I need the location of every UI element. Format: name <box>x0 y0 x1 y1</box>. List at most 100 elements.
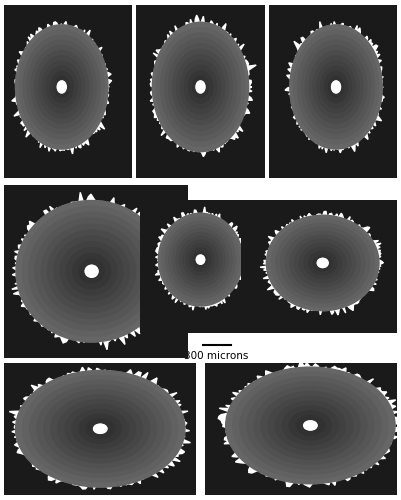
Circle shape <box>51 394 150 463</box>
Circle shape <box>65 404 136 453</box>
Circle shape <box>304 247 342 279</box>
Polygon shape <box>12 192 173 350</box>
Text: 1: 1 <box>46 163 54 176</box>
Circle shape <box>93 424 107 434</box>
Circle shape <box>261 392 360 460</box>
Circle shape <box>172 228 229 290</box>
Circle shape <box>72 410 128 448</box>
Circle shape <box>152 22 249 152</box>
Circle shape <box>289 411 332 440</box>
Circle shape <box>28 212 155 330</box>
Circle shape <box>313 255 332 271</box>
Circle shape <box>266 215 379 310</box>
Circle shape <box>304 247 342 279</box>
Circle shape <box>93 424 107 434</box>
Circle shape <box>37 385 164 472</box>
Circle shape <box>276 223 370 302</box>
Circle shape <box>30 380 171 478</box>
Circle shape <box>304 421 317 430</box>
Text: 3: 3 <box>311 163 319 176</box>
Circle shape <box>332 81 340 93</box>
Circle shape <box>294 30 379 144</box>
Circle shape <box>79 260 104 283</box>
Circle shape <box>22 376 178 482</box>
Circle shape <box>79 414 122 444</box>
Circle shape <box>328 76 344 98</box>
Circle shape <box>85 265 98 278</box>
Circle shape <box>162 217 239 302</box>
Circle shape <box>16 370 185 487</box>
Circle shape <box>35 218 148 324</box>
Circle shape <box>16 25 108 149</box>
Circle shape <box>318 259 327 267</box>
Circle shape <box>85 265 98 278</box>
Circle shape <box>303 420 318 430</box>
Circle shape <box>67 248 117 295</box>
Circle shape <box>282 406 338 445</box>
Circle shape <box>317 61 355 113</box>
Circle shape <box>305 46 367 128</box>
Circle shape <box>196 82 205 92</box>
Circle shape <box>28 212 155 330</box>
Circle shape <box>60 242 123 300</box>
Polygon shape <box>260 212 383 315</box>
Circle shape <box>304 421 317 430</box>
Circle shape <box>47 66 77 108</box>
Circle shape <box>190 248 211 271</box>
Circle shape <box>268 396 353 454</box>
Text: 2: 2 <box>178 163 186 176</box>
Circle shape <box>158 213 243 306</box>
Circle shape <box>54 76 69 98</box>
Circle shape <box>60 242 123 300</box>
Circle shape <box>197 256 204 264</box>
Circle shape <box>298 35 375 138</box>
Text: 6: 6 <box>313 318 321 331</box>
Circle shape <box>309 251 337 275</box>
Circle shape <box>176 54 225 120</box>
Circle shape <box>72 410 128 448</box>
Polygon shape <box>150 15 256 157</box>
Circle shape <box>299 243 346 283</box>
Circle shape <box>296 416 324 435</box>
Circle shape <box>50 72 73 102</box>
Circle shape <box>41 224 142 318</box>
Circle shape <box>233 372 388 479</box>
Circle shape <box>19 30 104 144</box>
Circle shape <box>192 76 209 98</box>
Circle shape <box>332 82 340 92</box>
Circle shape <box>184 66 217 108</box>
Circle shape <box>271 219 374 306</box>
Circle shape <box>51 394 150 463</box>
Polygon shape <box>285 22 384 153</box>
Circle shape <box>156 28 245 146</box>
Circle shape <box>79 260 104 283</box>
Polygon shape <box>218 360 401 487</box>
Circle shape <box>41 224 142 318</box>
Circle shape <box>85 266 98 277</box>
Circle shape <box>165 221 236 298</box>
Circle shape <box>19 30 104 144</box>
Text: 300 microns: 300 microns <box>184 351 249 361</box>
Circle shape <box>16 25 108 149</box>
Circle shape <box>23 35 100 138</box>
Circle shape <box>196 81 205 93</box>
Circle shape <box>309 50 363 123</box>
Circle shape <box>317 61 355 113</box>
Circle shape <box>275 401 346 450</box>
Circle shape <box>271 219 374 306</box>
Circle shape <box>183 240 218 279</box>
Circle shape <box>44 390 157 468</box>
Text: 8: 8 <box>295 480 303 494</box>
Circle shape <box>188 71 213 103</box>
Circle shape <box>194 252 208 268</box>
Circle shape <box>299 243 346 283</box>
Circle shape <box>180 236 221 283</box>
Circle shape <box>22 206 161 336</box>
Circle shape <box>156 28 245 146</box>
Circle shape <box>276 223 370 302</box>
Circle shape <box>172 49 229 124</box>
Circle shape <box>27 40 96 134</box>
Polygon shape <box>155 207 247 310</box>
Circle shape <box>295 239 351 287</box>
Circle shape <box>309 50 363 123</box>
